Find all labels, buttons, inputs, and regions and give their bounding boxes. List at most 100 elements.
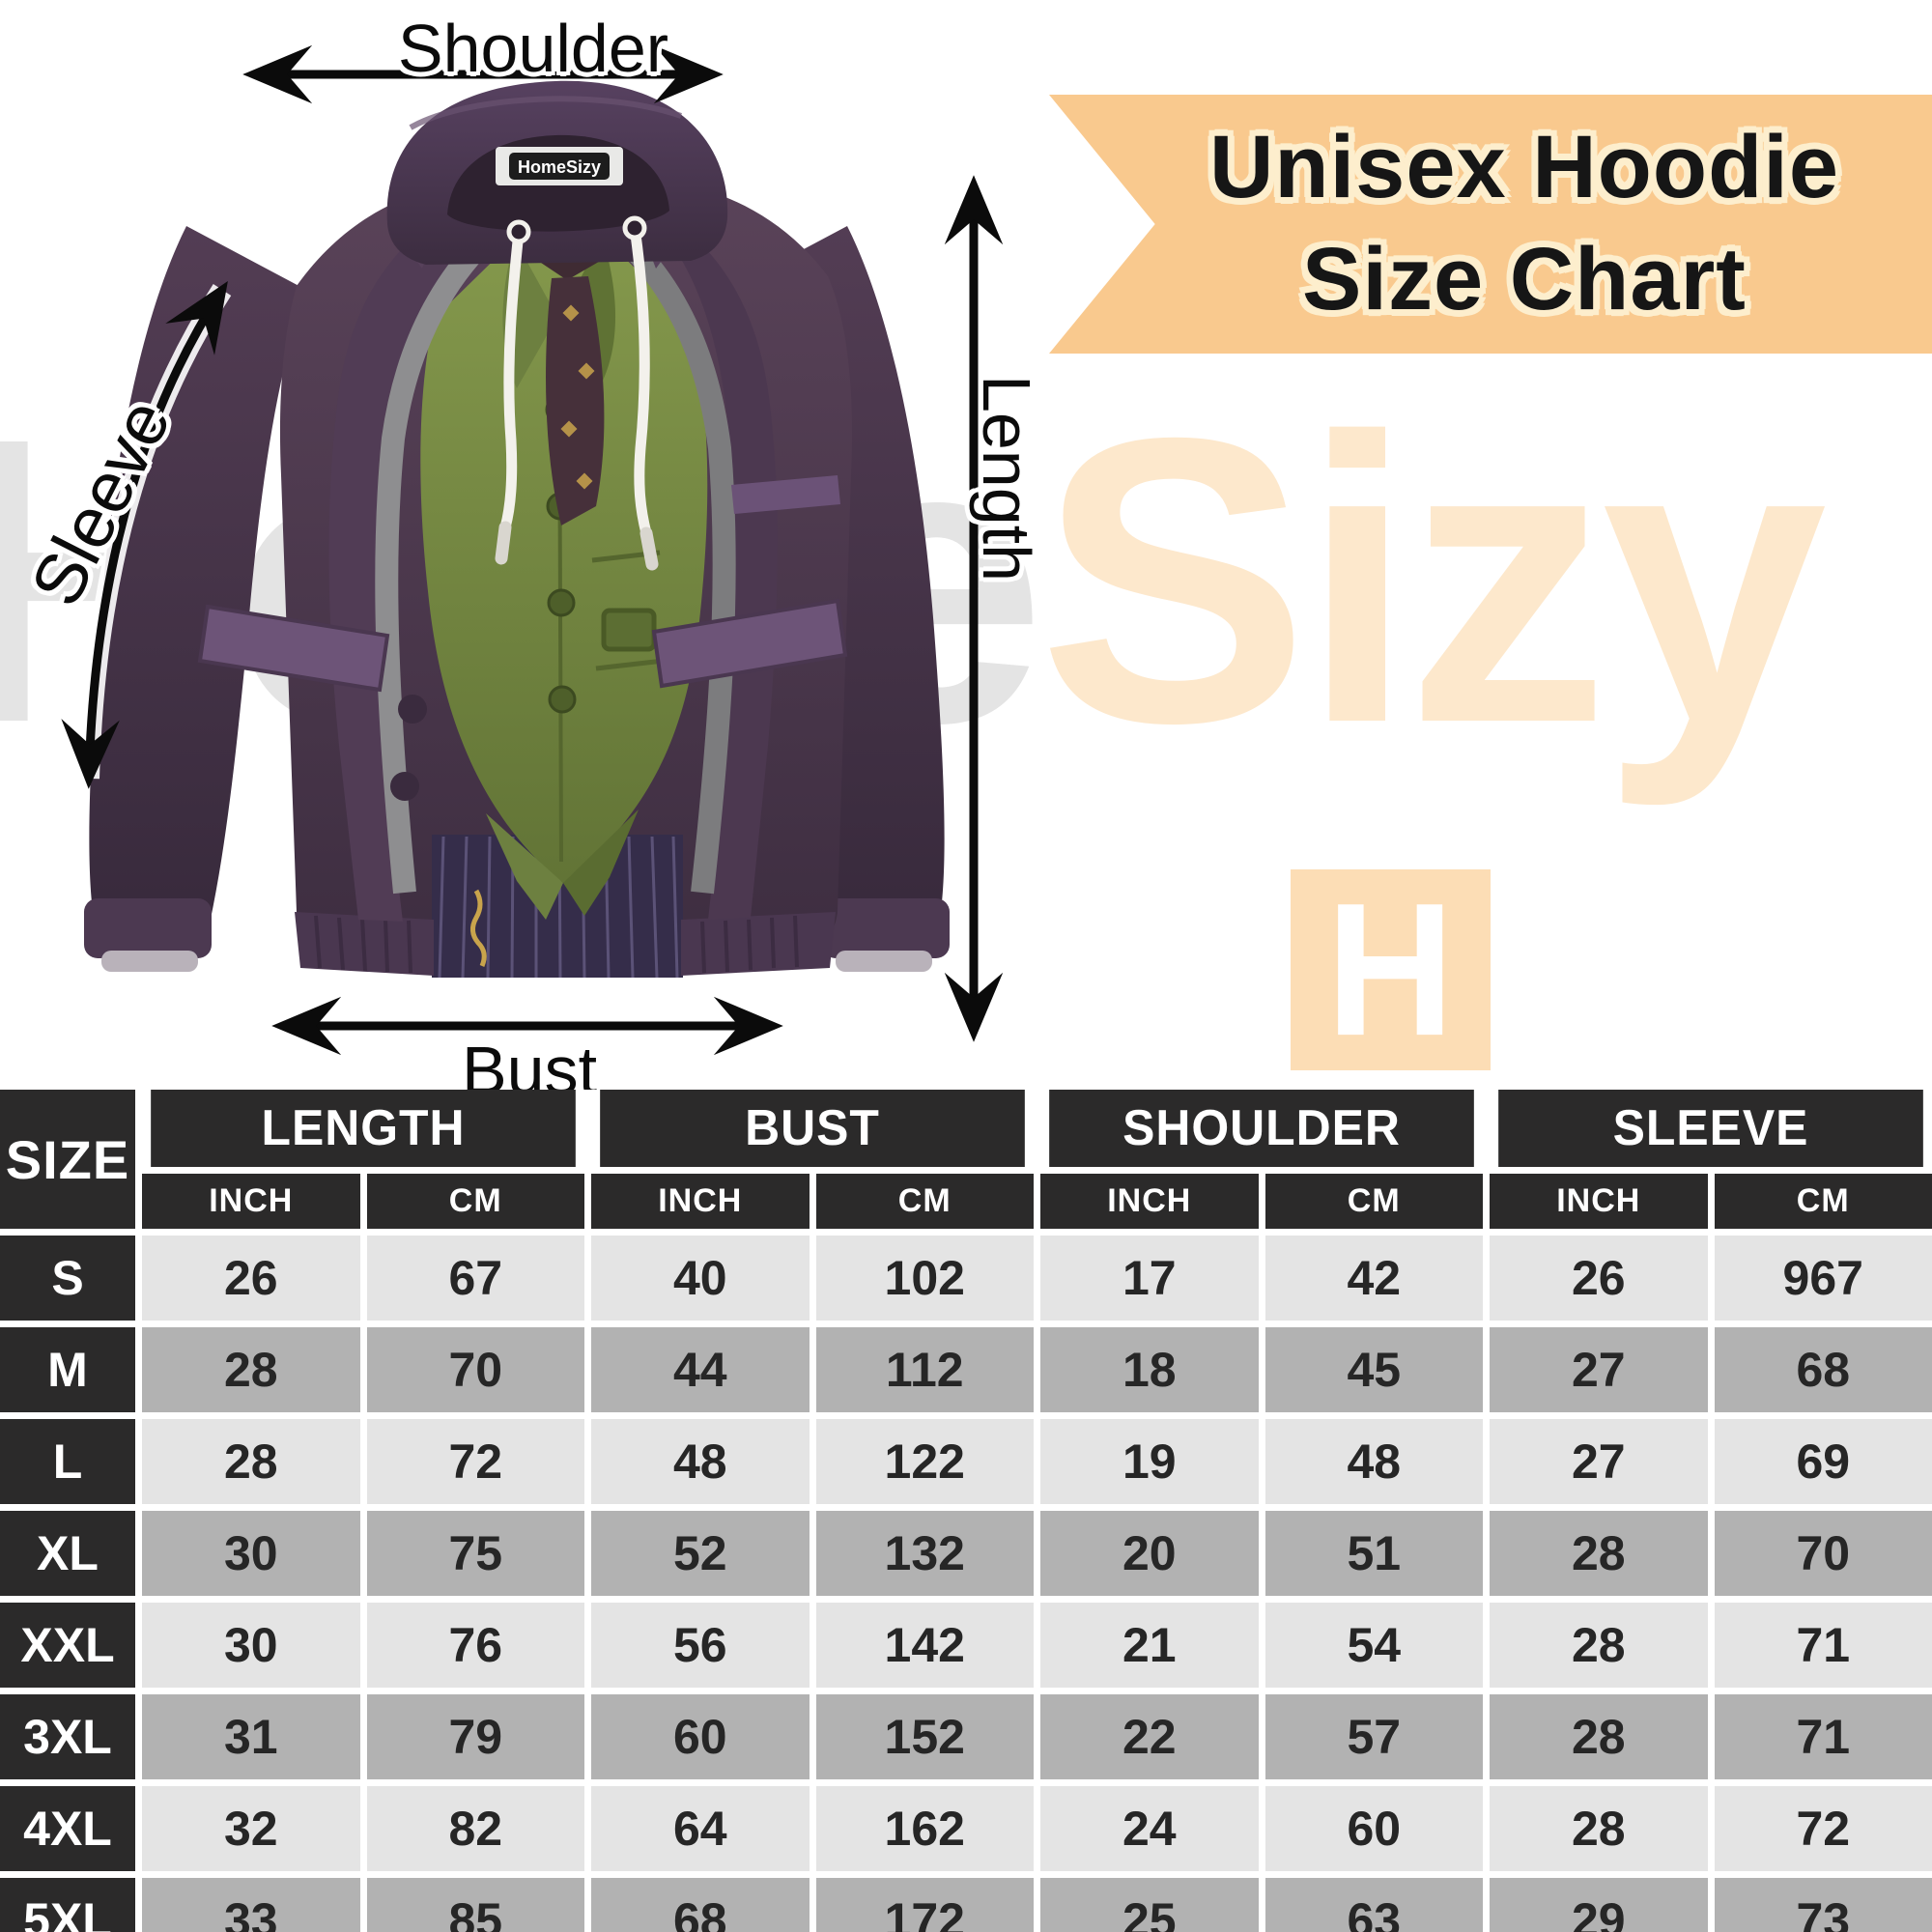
brand-h-logo: H xyxy=(1291,865,1491,1075)
size-value-cell: 30 xyxy=(142,1511,360,1596)
size-value-cell: 48 xyxy=(591,1419,810,1504)
gold-chain xyxy=(470,889,487,967)
size-value-cell: 132 xyxy=(815,1511,1034,1596)
hoodie-right-cuff-inner xyxy=(836,951,932,972)
size-value-cell: 82 xyxy=(366,1786,584,1871)
size-value-cell: 22 xyxy=(1040,1694,1259,1779)
size-value-cell: 45 xyxy=(1264,1327,1483,1412)
col-group-bust: BUST xyxy=(600,1090,1025,1167)
unit-header-cm: CM xyxy=(1714,1174,1932,1229)
size-value-cell: 102 xyxy=(815,1236,1034,1321)
chest-welt-pocket xyxy=(731,475,840,514)
size-value-cell: 112 xyxy=(815,1327,1034,1412)
size-value-cell: 28 xyxy=(142,1419,360,1504)
right-pocket-flap xyxy=(651,598,848,689)
size-value-cell: 152 xyxy=(815,1694,1034,1779)
size-value-cell: 20 xyxy=(1040,1511,1259,1596)
size-value-cell: 60 xyxy=(591,1694,810,1779)
size-value-cell: 26 xyxy=(142,1236,360,1321)
size-value-cell: 19 xyxy=(1040,1419,1259,1504)
size-value-cell: 28 xyxy=(142,1327,360,1412)
size-table-corner: SIZE xyxy=(0,1090,135,1229)
col-group-sleeve: SLEEVE xyxy=(1498,1090,1923,1167)
title-banner: Unisex Hoodie Size Chart xyxy=(1049,95,1932,354)
size-value-cell: 67 xyxy=(366,1236,584,1321)
hoodie-hem-band xyxy=(295,912,836,976)
size-value-cell: 69 xyxy=(1714,1419,1932,1504)
hoodie-left-sleeve xyxy=(89,226,306,923)
size-value-cell: 27 xyxy=(1490,1419,1708,1504)
unit-header-cm: CM xyxy=(815,1174,1034,1229)
size-row-label: 4XL xyxy=(0,1786,135,1871)
length-label: Length xyxy=(969,374,1044,582)
size-value-cell: 79 xyxy=(366,1694,584,1779)
size-row-label: 3XL xyxy=(0,1694,135,1779)
size-value-cell: 60 xyxy=(1264,1786,1483,1871)
size-value-cell: 26 xyxy=(1490,1236,1708,1321)
banner-line-2: Size Chart xyxy=(1302,230,1747,328)
unit-header-inch: INCH xyxy=(142,1174,360,1229)
size-value-cell: 31 xyxy=(142,1694,360,1779)
size-value-cell: 162 xyxy=(815,1786,1034,1871)
size-value-cell: 48 xyxy=(1264,1419,1483,1504)
size-value-cell: 68 xyxy=(1714,1327,1932,1412)
size-value-cell: 172 xyxy=(815,1878,1034,1932)
brand-h-letter: H xyxy=(1326,864,1455,1076)
watermark-sizy: Sizy xyxy=(1037,355,1827,808)
unit-header-cm: CM xyxy=(1264,1174,1483,1229)
size-row-label: M xyxy=(0,1327,135,1412)
unit-header-inch: INCH xyxy=(591,1174,810,1229)
size-value-cell: 27 xyxy=(1490,1327,1708,1412)
size-row-label: XL xyxy=(0,1511,135,1596)
size-value-cell: 71 xyxy=(1714,1694,1932,1779)
size-value-cell: 40 xyxy=(591,1236,810,1321)
unit-header-inch: INCH xyxy=(1490,1174,1708,1229)
hoodie-right-cuff xyxy=(822,898,950,958)
size-value-cell: 142 xyxy=(815,1603,1034,1688)
size-table: SIZE LENGTH BUST SHOULDER SLEEVE INCH CM… xyxy=(0,1090,1932,1932)
neck-tag: HomeSizy xyxy=(496,147,623,185)
size-value-cell: 42 xyxy=(1264,1236,1483,1321)
size-value-cell: 18 xyxy=(1040,1327,1259,1412)
size-value-cell: 54 xyxy=(1264,1603,1483,1688)
neck-tag-text: HomeSizy xyxy=(518,157,601,177)
size-value-cell: 70 xyxy=(1714,1511,1932,1596)
shoulder-label: Shoulder xyxy=(397,11,669,86)
jacket-button xyxy=(390,772,419,801)
size-value-cell: 71 xyxy=(1714,1603,1932,1688)
jacket-button xyxy=(398,695,427,724)
size-value-cell: 57 xyxy=(1264,1694,1483,1779)
size-value-cell: 33 xyxy=(142,1878,360,1932)
size-value-cell: 21 xyxy=(1040,1603,1259,1688)
size-value-cell: 17 xyxy=(1040,1236,1259,1321)
size-row-label: XXL xyxy=(0,1603,135,1688)
size-value-cell: 28 xyxy=(1490,1511,1708,1596)
size-value-cell: 122 xyxy=(815,1419,1034,1504)
hoodie-left-cuff xyxy=(84,898,212,958)
jacket-right-trim xyxy=(585,203,736,895)
tie-diamonds xyxy=(560,304,595,490)
size-row-label: 5XL xyxy=(0,1878,135,1932)
col-group-length: LENGTH xyxy=(151,1090,576,1167)
size-value-cell: 29 xyxy=(1490,1878,1708,1932)
size-value-cell: 28 xyxy=(1490,1786,1708,1871)
size-value-cell: 28 xyxy=(1490,1694,1708,1779)
size-value-cell: 24 xyxy=(1040,1786,1259,1871)
size-value-cell: 30 xyxy=(142,1603,360,1688)
size-value-cell: 51 xyxy=(1264,1511,1483,1596)
size-value-cell: 52 xyxy=(591,1511,810,1596)
size-value-cell: 56 xyxy=(591,1603,810,1688)
jacket-left-trim xyxy=(375,205,523,895)
size-value-cell: 85 xyxy=(366,1878,584,1932)
size-value-cell: 44 xyxy=(591,1327,810,1412)
size-value-cell: 32 xyxy=(142,1786,360,1871)
size-value-cell: 967 xyxy=(1714,1236,1932,1321)
size-row-label: S xyxy=(0,1236,135,1321)
size-value-cell: 76 xyxy=(366,1603,584,1688)
size-value-cell: 72 xyxy=(366,1419,584,1504)
jacket-left-panel xyxy=(328,180,521,922)
size-value-cell: 63 xyxy=(1264,1878,1483,1932)
size-value-cell: 68 xyxy=(591,1878,810,1932)
size-value-cell: 64 xyxy=(591,1786,810,1871)
